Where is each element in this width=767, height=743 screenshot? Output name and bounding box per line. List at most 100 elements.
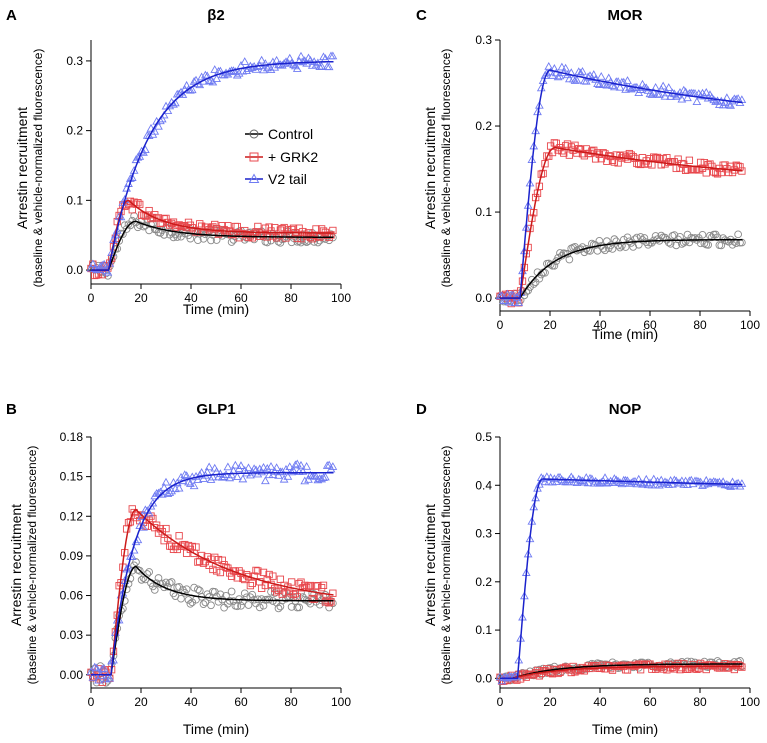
legend-label: V2 tail (268, 171, 307, 187)
data-point (660, 477, 670, 486)
data-point (713, 233, 722, 242)
data-point (608, 81, 617, 89)
data-point (616, 151, 624, 160)
y-axis-title: Arrestin recruitment (baseline & vehicle… (8, 446, 39, 685)
data-point (211, 553, 219, 561)
data-point (653, 89, 662, 98)
data-point (184, 541, 193, 550)
data-point (208, 472, 218, 481)
data-point (568, 74, 578, 83)
data-point (583, 72, 593, 81)
x-tick-label: 0 (88, 291, 95, 305)
panel-title: GLP1 (196, 401, 235, 418)
data-point (227, 572, 236, 580)
data-point (296, 460, 306, 469)
data-point (640, 234, 649, 242)
data-point (272, 463, 281, 472)
panel-letter: C (416, 7, 427, 24)
data-point (683, 166, 692, 174)
legend-item-v2-tail: V2 tail (245, 171, 307, 187)
x-tick-label: 100 (740, 695, 760, 709)
data-point (160, 230, 168, 239)
x-tick-label: 60 (234, 695, 248, 709)
data-point (135, 221, 144, 229)
data-point (304, 582, 313, 590)
data-point (131, 537, 141, 546)
data-point (659, 665, 667, 673)
x-tick-label: 100 (740, 318, 760, 332)
data-point (229, 230, 238, 238)
data-point (274, 586, 283, 594)
data-point (649, 87, 659, 96)
data-point (97, 664, 107, 673)
data-point (311, 60, 321, 69)
data-point (681, 237, 690, 246)
data-point (658, 81, 668, 90)
data-point (317, 583, 326, 592)
data-point (734, 661, 742, 669)
data-point (220, 225, 228, 234)
data-point (261, 59, 270, 67)
data-point (137, 575, 146, 584)
data-point (312, 582, 320, 590)
data-point (143, 216, 152, 224)
legend: Control + GRK2 V2 tail (245, 126, 318, 187)
data-point (306, 470, 315, 479)
data-point (655, 90, 664, 98)
data-point (327, 231, 335, 239)
y-tick-label: 0.2 (475, 119, 492, 133)
data-point (672, 661, 680, 670)
data-point (679, 85, 689, 94)
data-point (201, 70, 210, 79)
data-point (278, 590, 286, 598)
data-point (266, 462, 276, 470)
data-point (217, 472, 227, 481)
data-point (535, 274, 544, 283)
data-point (214, 555, 223, 564)
data-point (218, 222, 226, 230)
data-point (626, 84, 636, 93)
data-point (99, 259, 109, 268)
data-point (233, 574, 241, 582)
data-point (678, 159, 686, 168)
data-point (280, 223, 288, 232)
data-point (296, 51, 306, 60)
panel-title: β2 (207, 7, 225, 24)
data-point (664, 83, 674, 91)
data-point (713, 170, 722, 178)
series-grk2 (496, 139, 746, 308)
data-point (270, 467, 280, 475)
data-point (301, 581, 309, 590)
data-point (262, 463, 272, 472)
data-point (292, 459, 302, 468)
data-point (645, 89, 655, 98)
data-point (319, 52, 328, 61)
data-point (98, 271, 106, 279)
data-point (186, 234, 195, 243)
data-point (180, 470, 190, 479)
x-tick-label: 40 (593, 695, 607, 709)
series-v2-tail (86, 459, 338, 684)
data-point (265, 570, 273, 579)
plot-area: 0 20 40 60 80 100 0.0 0.1 0.2 0.3 0.4 0.5 (475, 430, 760, 709)
data-point (285, 53, 295, 62)
fit-line (91, 199, 334, 271)
data-point (289, 224, 298, 232)
data-point (685, 156, 694, 164)
y-tick-label: 0.2 (475, 575, 492, 589)
x-tick-label: 40 (184, 695, 198, 709)
data-point (167, 228, 176, 237)
data-point (706, 231, 714, 240)
data-point (197, 468, 206, 476)
data-point (196, 557, 204, 566)
fit-line (500, 69, 743, 299)
data-point (603, 157, 611, 165)
y-axis-label: Arrestin recruitment (14, 107, 30, 229)
data-point (614, 241, 622, 250)
data-point (734, 230, 742, 239)
data-point (698, 230, 707, 239)
data-point (128, 505, 136, 513)
data-point (146, 123, 156, 132)
panel-letter: A (6, 7, 17, 24)
data-point (270, 589, 279, 597)
